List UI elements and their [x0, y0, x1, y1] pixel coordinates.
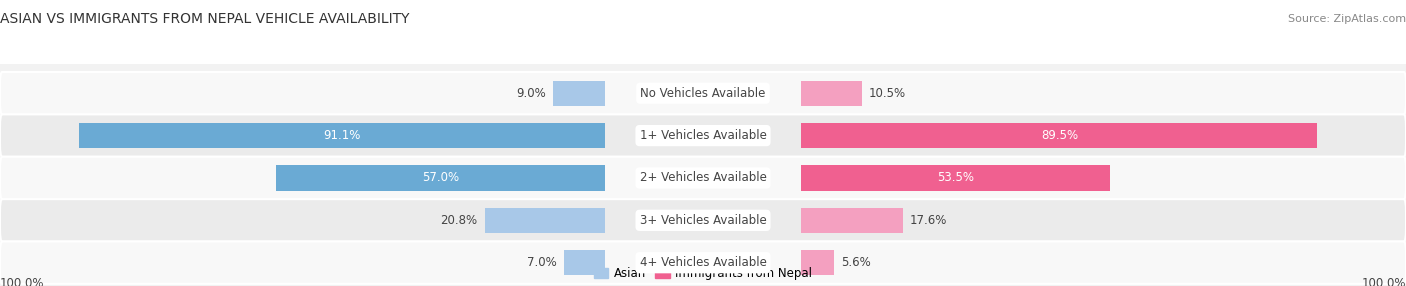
Text: No Vehicles Available: No Vehicles Available [640, 87, 766, 100]
Bar [276, 165, 605, 191]
Text: 3+ Vehicles Available: 3+ Vehicles Available [640, 214, 766, 227]
FancyBboxPatch shape [0, 114, 1406, 157]
Text: 2+ Vehicles Available: 2+ Vehicles Available [640, 171, 766, 184]
Text: 100.0%: 100.0% [1361, 277, 1406, 286]
Text: ASIAN VS IMMIGRANTS FROM NEPAL VEHICLE AVAILABILITY: ASIAN VS IMMIGRANTS FROM NEPAL VEHICLE A… [0, 12, 409, 26]
Bar [801, 208, 903, 233]
FancyBboxPatch shape [0, 241, 1406, 284]
FancyBboxPatch shape [0, 0, 1406, 63]
FancyBboxPatch shape [0, 72, 1406, 114]
Bar [801, 80, 862, 106]
Text: Source: ZipAtlas.com: Source: ZipAtlas.com [1288, 14, 1406, 24]
Bar [801, 165, 1109, 191]
FancyBboxPatch shape [0, 199, 1406, 241]
Text: 5.6%: 5.6% [841, 256, 870, 269]
Text: 91.1%: 91.1% [323, 129, 361, 142]
Bar [79, 123, 605, 148]
FancyBboxPatch shape [0, 157, 1406, 199]
Text: 100.0%: 100.0% [0, 277, 45, 286]
Bar [801, 250, 834, 275]
Text: 1+ Vehicles Available: 1+ Vehicles Available [640, 129, 766, 142]
Bar [553, 80, 605, 106]
Text: 4+ Vehicles Available: 4+ Vehicles Available [640, 256, 766, 269]
Text: 89.5%: 89.5% [1040, 129, 1078, 142]
Bar [801, 123, 1317, 148]
Text: 17.6%: 17.6% [910, 214, 948, 227]
Bar [564, 250, 605, 275]
Bar [485, 208, 605, 233]
Text: 7.0%: 7.0% [527, 256, 557, 269]
Text: 53.5%: 53.5% [938, 171, 974, 184]
Text: 57.0%: 57.0% [422, 171, 458, 184]
Text: 10.5%: 10.5% [869, 87, 905, 100]
Text: 9.0%: 9.0% [516, 87, 546, 100]
Legend: Asian, Immigrants from Nepal: Asian, Immigrants from Nepal [593, 267, 813, 280]
Text: 20.8%: 20.8% [440, 214, 478, 227]
